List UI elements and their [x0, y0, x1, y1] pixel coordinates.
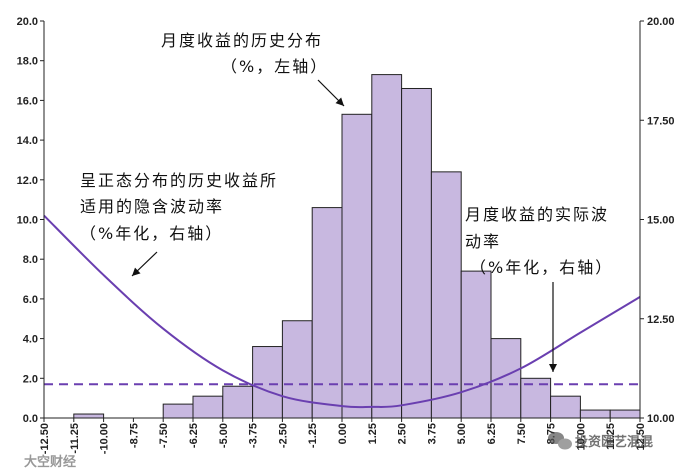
x-tick-label-6: -5.00: [218, 423, 230, 448]
arrow-to-implied-vol-curve: [131, 251, 158, 277]
annotation-distribution-line1: 月度收益的历史分布: [161, 31, 323, 50]
histogram-bar-15: [579, 409, 611, 419]
x-tick-label-8: -2.50: [277, 423, 289, 448]
histogram-bar-4: [252, 346, 283, 419]
left-tick-label-0: 0.0: [23, 413, 38, 425]
x-tick-label-5: -6.25: [188, 423, 200, 448]
x-tick-label-18: 10.00: [575, 423, 587, 451]
x-tick-label-7: -3.75: [248, 423, 260, 448]
x-tick-label-10: 0.00: [337, 423, 349, 444]
histogram-bar-10: [430, 171, 462, 419]
left-tick-label-8: 16.0: [17, 95, 38, 107]
histogram-bar-11: [460, 270, 492, 419]
axes: 0.0 2.0 4.0 6.0 8.0 10.0 12.0 14.0 16.0 18.0 20.0 1…: [17, 16, 675, 454]
arrow-to-histogram: [317, 79, 345, 107]
annotation-distribution-line2: （%，左轴）: [221, 57, 328, 76]
x-tick-label-0: -12.50: [39, 423, 51, 454]
x-tick-label-3: -8.75: [128, 423, 140, 448]
left-tick-label-1: 2.0: [23, 373, 38, 385]
x-tick-label-12: 2.50: [397, 423, 409, 444]
histogram-bar-9: [401, 87, 432, 419]
annotation-realized-vol-line2: 动率: [465, 232, 501, 251]
annotation-implied-vol-line2: 适用的隐含波动率: [80, 197, 224, 216]
x-tick-label-11: 1.25: [367, 423, 379, 444]
histogram-bar-12: [490, 338, 522, 419]
x-tick-label-9: -1.25: [307, 423, 319, 448]
histogram-bar-1: [162, 403, 194, 419]
right-tick-label-1: 12.50: [647, 314, 675, 326]
watermark-right: 投资匯艺混混: [575, 434, 653, 450]
left-tick-label-4: 8.0: [23, 254, 38, 266]
implied-volatility-curve: [43, 214, 641, 409]
x-tick-label-20: 12.50: [635, 423, 647, 451]
x-tick-label-4: -7.50: [158, 423, 170, 448]
histogram-bar-14: [550, 395, 581, 419]
annotation-implied-vol-line3: （%年化，右轴）: [80, 224, 223, 243]
histogram-bar-6: [311, 207, 343, 419]
x-tick-label-15: 6.25: [486, 423, 498, 444]
right-tick-label-3: 17.50: [647, 115, 675, 127]
left-tick-label-6: 12.0: [17, 175, 38, 187]
curve-layer: [43, 214, 641, 409]
histogram-bar-3: [222, 385, 254, 419]
right-tick-label-4: 20.00: [647, 16, 675, 28]
left-tick-label-9: 18.0: [17, 56, 38, 68]
annotation-arrows: [131, 79, 557, 372]
annotation-realized-vol-line1: 月度收益的实际波: [465, 205, 609, 224]
left-tick-label-10: 20.0: [17, 16, 38, 28]
histogram-bar-0: [73, 413, 105, 419]
right-tick-label-2: 15.00: [647, 215, 675, 227]
x-tick-label-16: 7.50: [516, 423, 528, 444]
x-tick-label-14: 5.00: [456, 423, 468, 444]
histogram-bar-7: [341, 113, 373, 419]
left-tick-label-5: 10.0: [17, 215, 38, 227]
histogram-bar-2: [192, 395, 224, 419]
histogram-bar-8: [371, 74, 403, 419]
x-tick-label-2: -10.00: [99, 423, 111, 454]
arrow-to-realized-vol-line: [549, 282, 557, 372]
histogram-bars: [73, 74, 641, 419]
histogram-bar-16: [609, 409, 641, 419]
histogram-bar-5: [281, 320, 313, 419]
x-tick-label-1: -11.25: [69, 423, 81, 454]
x-tick-label-19: 11.25: [605, 423, 617, 450]
watermark-left: 大空财经: [24, 454, 76, 470]
left-tick-label-2: 4.0: [23, 334, 38, 346]
x-tick-label-13: 3.75: [426, 423, 438, 444]
left-tick-label-3: 6.0: [23, 294, 38, 306]
left-tick-label-7: 14.0: [17, 135, 38, 147]
wechat-logo-icon: [548, 432, 572, 450]
annotation-realized-vol-line3: （%年化，右轴）: [470, 258, 613, 277]
right-tick-label-0: 10.00: [647, 413, 675, 425]
annotation-implied-vol-line1: 呈正态分布的历史收益所: [80, 171, 278, 190]
